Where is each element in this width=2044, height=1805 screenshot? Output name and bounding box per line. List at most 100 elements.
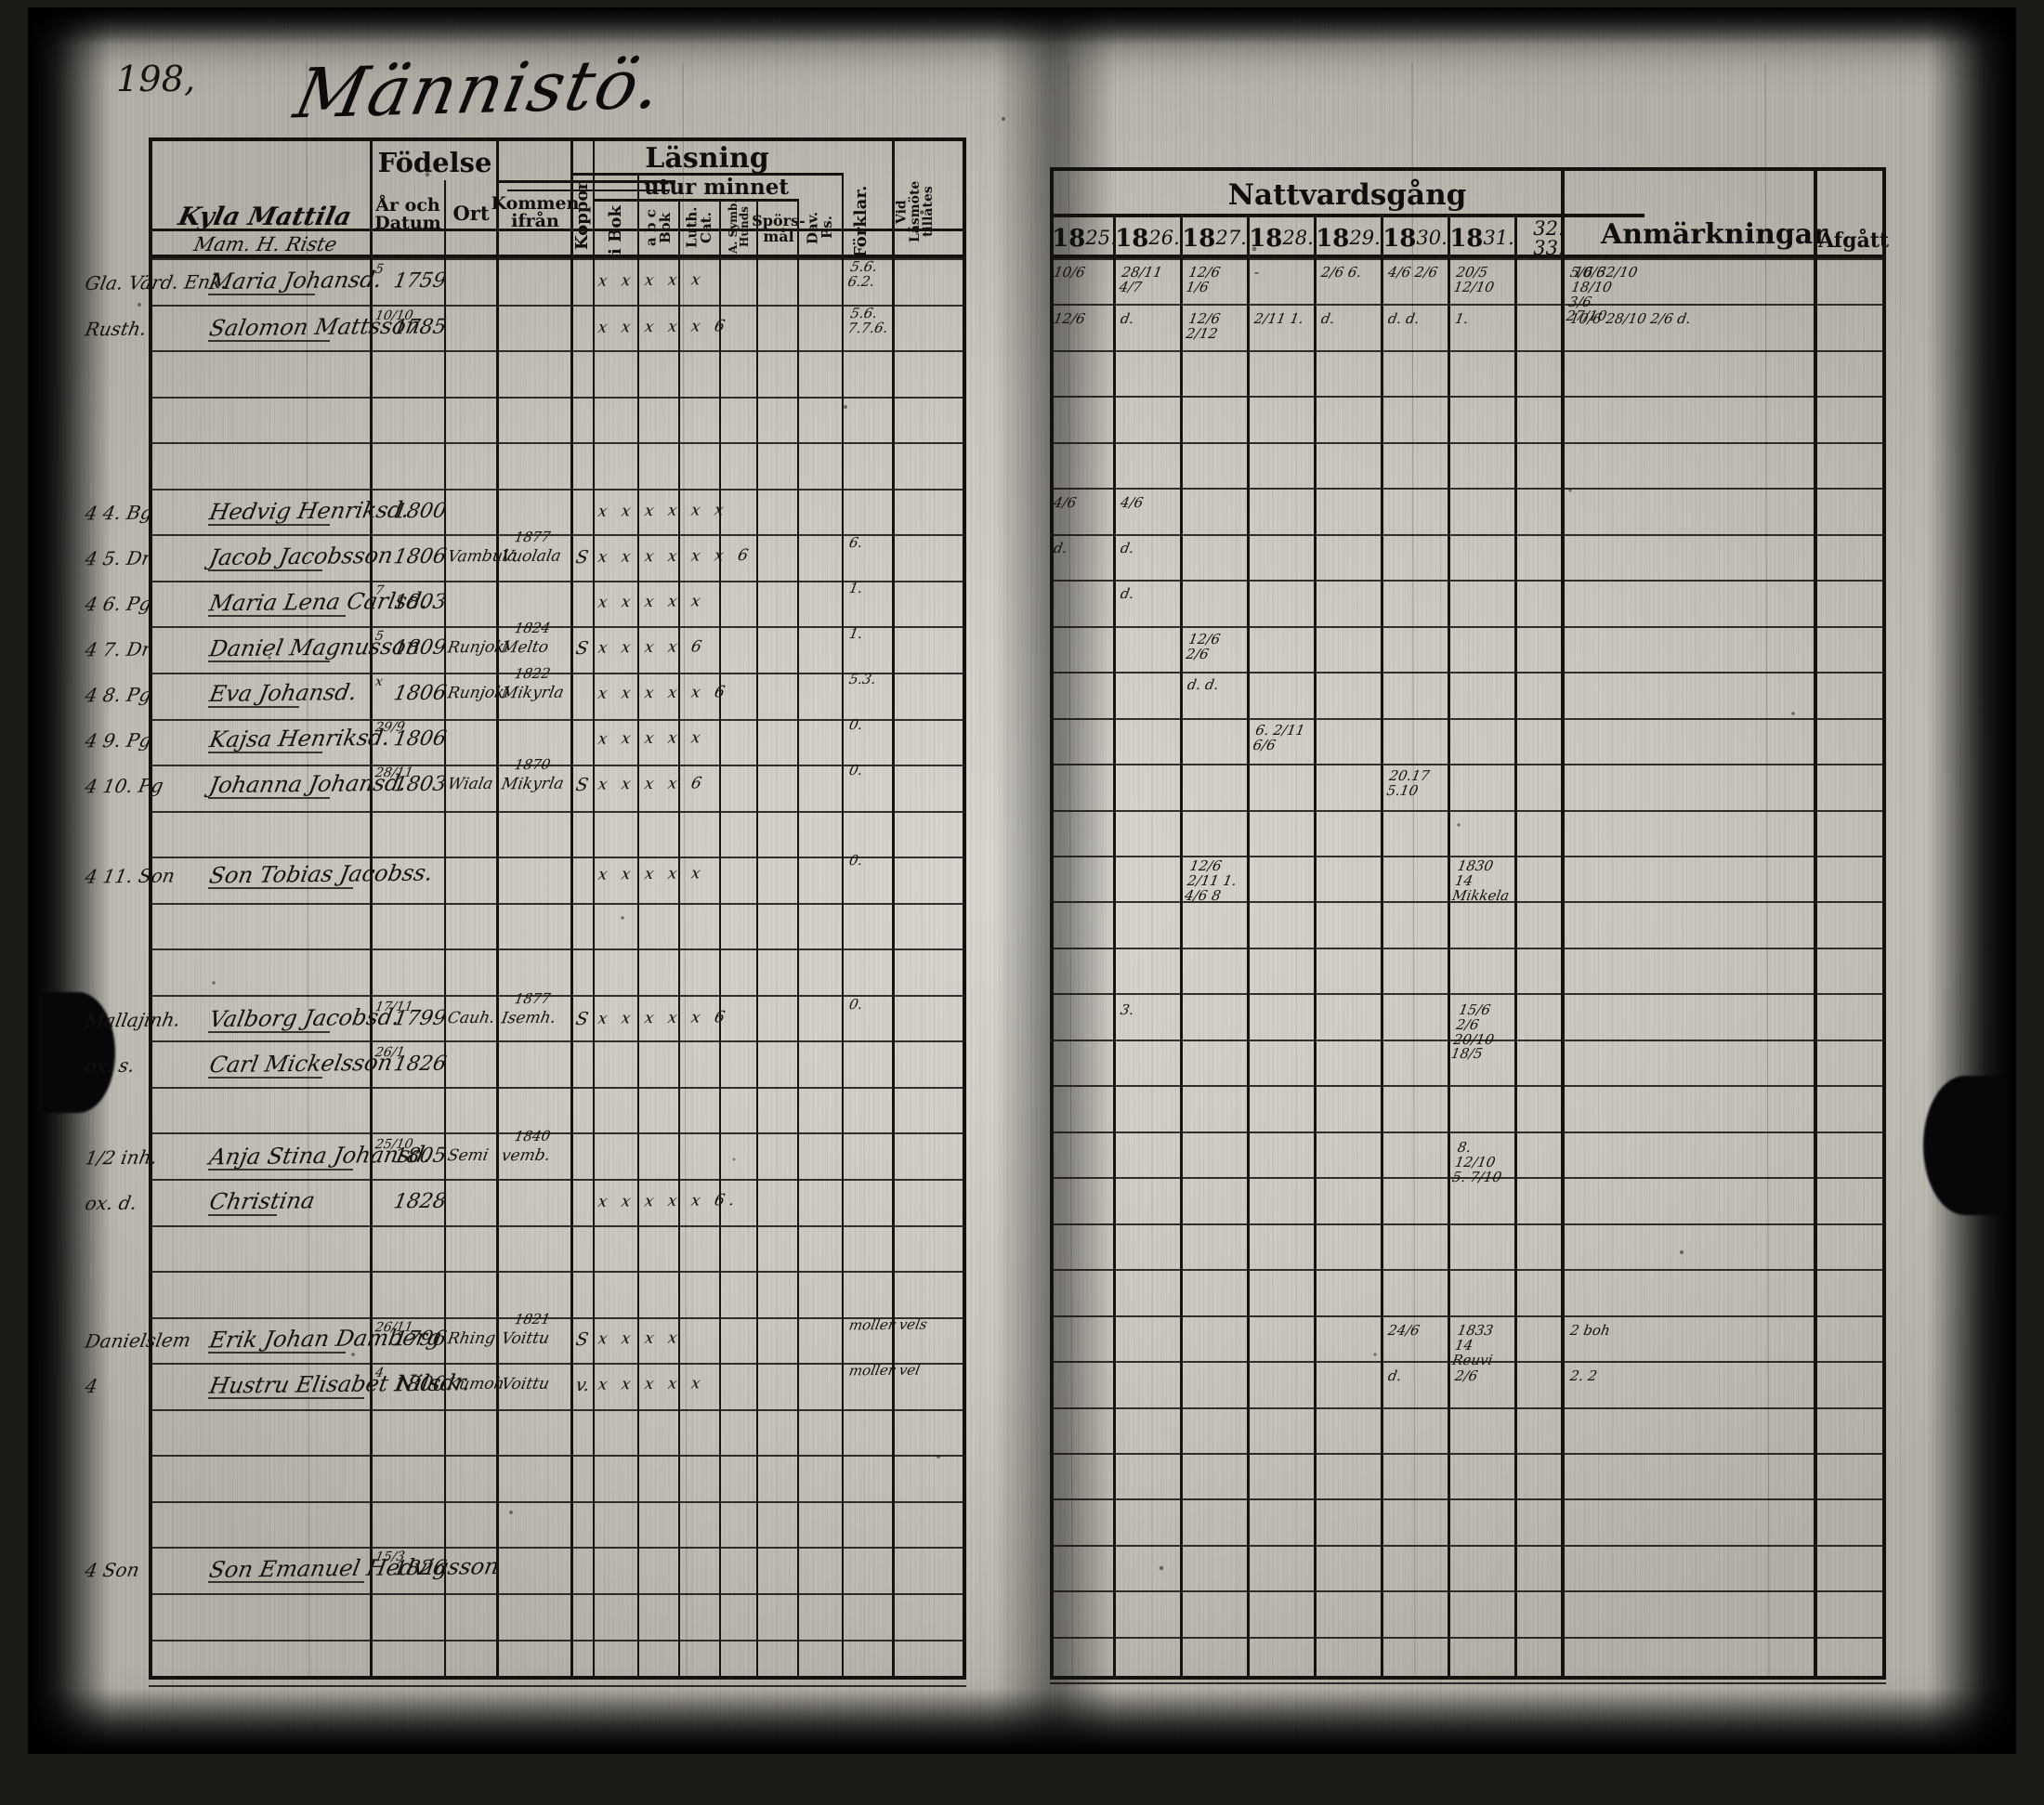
bottom-edge-shadow	[28, 1689, 2016, 1754]
header-dav-ps: Dav. Ps.	[804, 211, 835, 244]
cell-text: 4 6. Pg	[83, 592, 154, 616]
col-rule-asymb	[756, 199, 758, 1680]
year-column-header: 18 31.	[1449, 224, 1514, 253]
col-rule-forklar	[892, 137, 895, 1680]
cell-text: Valborg Jacobsd.	[207, 1003, 402, 1033]
row-rule	[1050, 993, 1886, 996]
row-rule	[149, 672, 966, 674]
row-rule	[1050, 672, 1886, 674]
row-rule	[149, 534, 966, 537]
cell-text: 1870	[513, 755, 552, 774]
communion-mark: 12/6 2/6	[1185, 631, 1222, 662]
cell-text: 4 8. Pg	[83, 683, 154, 707]
name-underline	[208, 1214, 277, 1216]
header-sporsmal: Spörs-mål	[752, 212, 806, 245]
cell-text: Daniel Magnusson	[207, 633, 423, 662]
cell-text: ox. s.	[83, 1053, 137, 1078]
col-rule-sporsmal	[797, 199, 799, 1680]
name-underline	[208, 1397, 364, 1399]
cell-text: 1800	[391, 499, 449, 524]
col-rule-birth-date	[444, 180, 446, 1680]
row-rule	[1050, 1452, 1886, 1455]
cell-text: x x x x x	[596, 592, 707, 612]
cell-text: 1805	[391, 1144, 449, 1169]
cell-text: Maria Johansd.	[207, 266, 385, 295]
cell-text: 4 10. Pg	[83, 774, 165, 798]
year-rule-2	[1247, 214, 1250, 1680]
year-column-header: 18 30.	[1382, 224, 1448, 253]
communion-mark: d. d.	[1386, 310, 1422, 327]
communion-mark: 12/6 2/12	[1185, 310, 1222, 342]
cell-text: Melto	[500, 637, 550, 658]
row-rule	[1050, 533, 1886, 536]
communion-mark: 2/6 6.	[1319, 264, 1363, 281]
cell-text: 1821	[513, 1310, 552, 1328]
cell-text: 1828	[391, 1189, 449, 1214]
row-rule	[1050, 1590, 1886, 1593]
header-lasning: Läsning	[645, 141, 769, 175]
name-underline	[208, 661, 331, 662]
cell-text: 1785	[391, 315, 449, 340]
forklar-value: 1.	[847, 624, 865, 643]
cell-text: 1824	[513, 619, 552, 637]
cell-text: Son Tobias Jacobss.	[207, 859, 436, 889]
row-rule	[149, 1455, 966, 1458]
row-rule	[1050, 580, 1886, 582]
communion-mark: 1830 14 Mikkela	[1450, 857, 1511, 904]
communion-mark: 4/6	[1052, 494, 1078, 511]
communion-mark: 1.	[1453, 310, 1471, 327]
cell-text: Rhing	[446, 1328, 497, 1349]
right-page-clip	[1923, 1076, 2007, 1215]
communion-mark: 15/6 2/6 20/10 18/5	[1449, 1001, 1496, 1063]
forklar-value: 0.	[847, 995, 865, 1014]
cell-text: 1826	[391, 1556, 449, 1581]
cell-text: Isemh.	[500, 1008, 557, 1028]
cell-text: Eva Johansd.	[207, 679, 360, 707]
row-rule	[1050, 1498, 1886, 1501]
left-uturminnet-rule	[593, 199, 797, 202]
row-rule	[149, 304, 966, 307]
cell-text: 1803	[391, 590, 449, 615]
communion-mark: 2/11 1.	[1252, 310, 1305, 327]
row-rule	[1050, 1682, 1886, 1685]
cell-text: Rusth.	[83, 317, 149, 341]
communion-mark: 3.	[1119, 1001, 1136, 1018]
cell-text: 1877	[513, 528, 552, 546]
row-rule	[149, 258, 966, 260]
forklar-value: 5.6. 7.7.6.	[846, 304, 890, 337]
cell-text: x x x x 6	[596, 774, 708, 794]
right-edge-shadow	[1928, 7, 2016, 1754]
row-rule	[1050, 855, 1886, 857]
row-rule	[149, 1086, 966, 1089]
cell-text: x x x x x 6	[596, 317, 731, 337]
forklar-value: 5.3.	[847, 670, 878, 688]
year-column-header: 18 29.	[1316, 224, 1381, 253]
cell-text: Cauh.	[446, 1008, 497, 1028]
row-rule	[1050, 901, 1886, 904]
col-rule-birth-ort	[496, 137, 499, 1680]
row-rule	[149, 994, 966, 997]
cell-text: 1806	[391, 544, 449, 569]
header-nattvardsgang: Nattvardsgång	[1227, 178, 1467, 213]
row-rule	[149, 718, 966, 721]
row-rule	[149, 350, 966, 353]
row-rule	[149, 1224, 966, 1227]
cell-text: 4 4. Bg	[83, 501, 155, 525]
cell-text: 1840	[513, 1127, 552, 1145]
cell-text: x x x x x	[596, 728, 707, 749]
header-i-bok: i Bok	[605, 205, 625, 255]
col-rule-koppor	[593, 137, 595, 1680]
communion-mark: 12/6 2/11 1. 4/6 8	[1183, 857, 1238, 904]
header-kommen-ifran: Kommen ifrån	[491, 192, 580, 231]
row-rule	[149, 1363, 966, 1366]
left-header-bottom	[149, 255, 966, 258]
col-rule-abcbok	[678, 199, 680, 1680]
cell-text: Mikyrla	[500, 683, 566, 703]
cell-text: Semi	[446, 1145, 491, 1166]
cell-text: 1806	[391, 681, 449, 706]
cell-text: 4 Son	[83, 1558, 141, 1582]
cell-text: Hedvig Henriksd.	[207, 496, 413, 526]
communion-mark: d.	[1319, 310, 1337, 327]
year-column-header: 18 28.	[1249, 224, 1314, 253]
communion-mark: 4/6	[1119, 494, 1145, 511]
